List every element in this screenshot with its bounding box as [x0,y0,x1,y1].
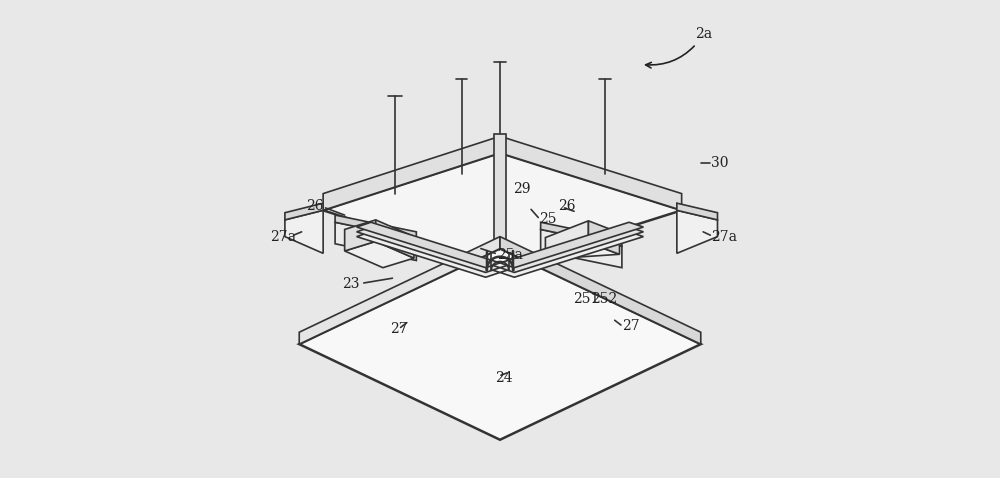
Text: 26: 26 [306,199,324,214]
Text: 2a: 2a [646,27,712,68]
Text: 27a: 27a [270,229,296,244]
Polygon shape [541,222,622,246]
Polygon shape [357,222,500,268]
Polygon shape [357,227,500,272]
Polygon shape [545,221,588,259]
Text: 27: 27 [390,322,408,336]
Text: 26: 26 [558,199,576,214]
Text: 30: 30 [711,156,729,171]
Polygon shape [323,136,682,210]
Polygon shape [345,241,414,268]
Text: 29: 29 [513,182,531,196]
Polygon shape [285,210,323,253]
Polygon shape [500,222,643,268]
Polygon shape [500,237,701,344]
Polygon shape [677,210,717,253]
Polygon shape [500,232,643,277]
Polygon shape [335,215,416,239]
Polygon shape [541,229,622,268]
Text: 24: 24 [495,370,513,385]
Polygon shape [285,203,323,220]
Polygon shape [299,249,701,440]
Text: 23: 23 [342,277,360,292]
Polygon shape [345,220,376,251]
Polygon shape [588,221,620,254]
Text: 27: 27 [622,319,640,334]
Polygon shape [494,134,506,246]
Text: 25a: 25a [497,248,523,262]
Polygon shape [299,237,500,344]
Text: 252: 252 [591,292,617,306]
Polygon shape [357,232,500,277]
Polygon shape [545,243,620,259]
Polygon shape [677,203,717,220]
Text: 251: 251 [573,292,599,306]
Polygon shape [500,227,643,272]
Text: 27a: 27a [711,229,737,244]
Polygon shape [376,220,414,258]
Polygon shape [323,153,682,268]
Text: 25: 25 [539,212,557,226]
Polygon shape [335,222,416,261]
